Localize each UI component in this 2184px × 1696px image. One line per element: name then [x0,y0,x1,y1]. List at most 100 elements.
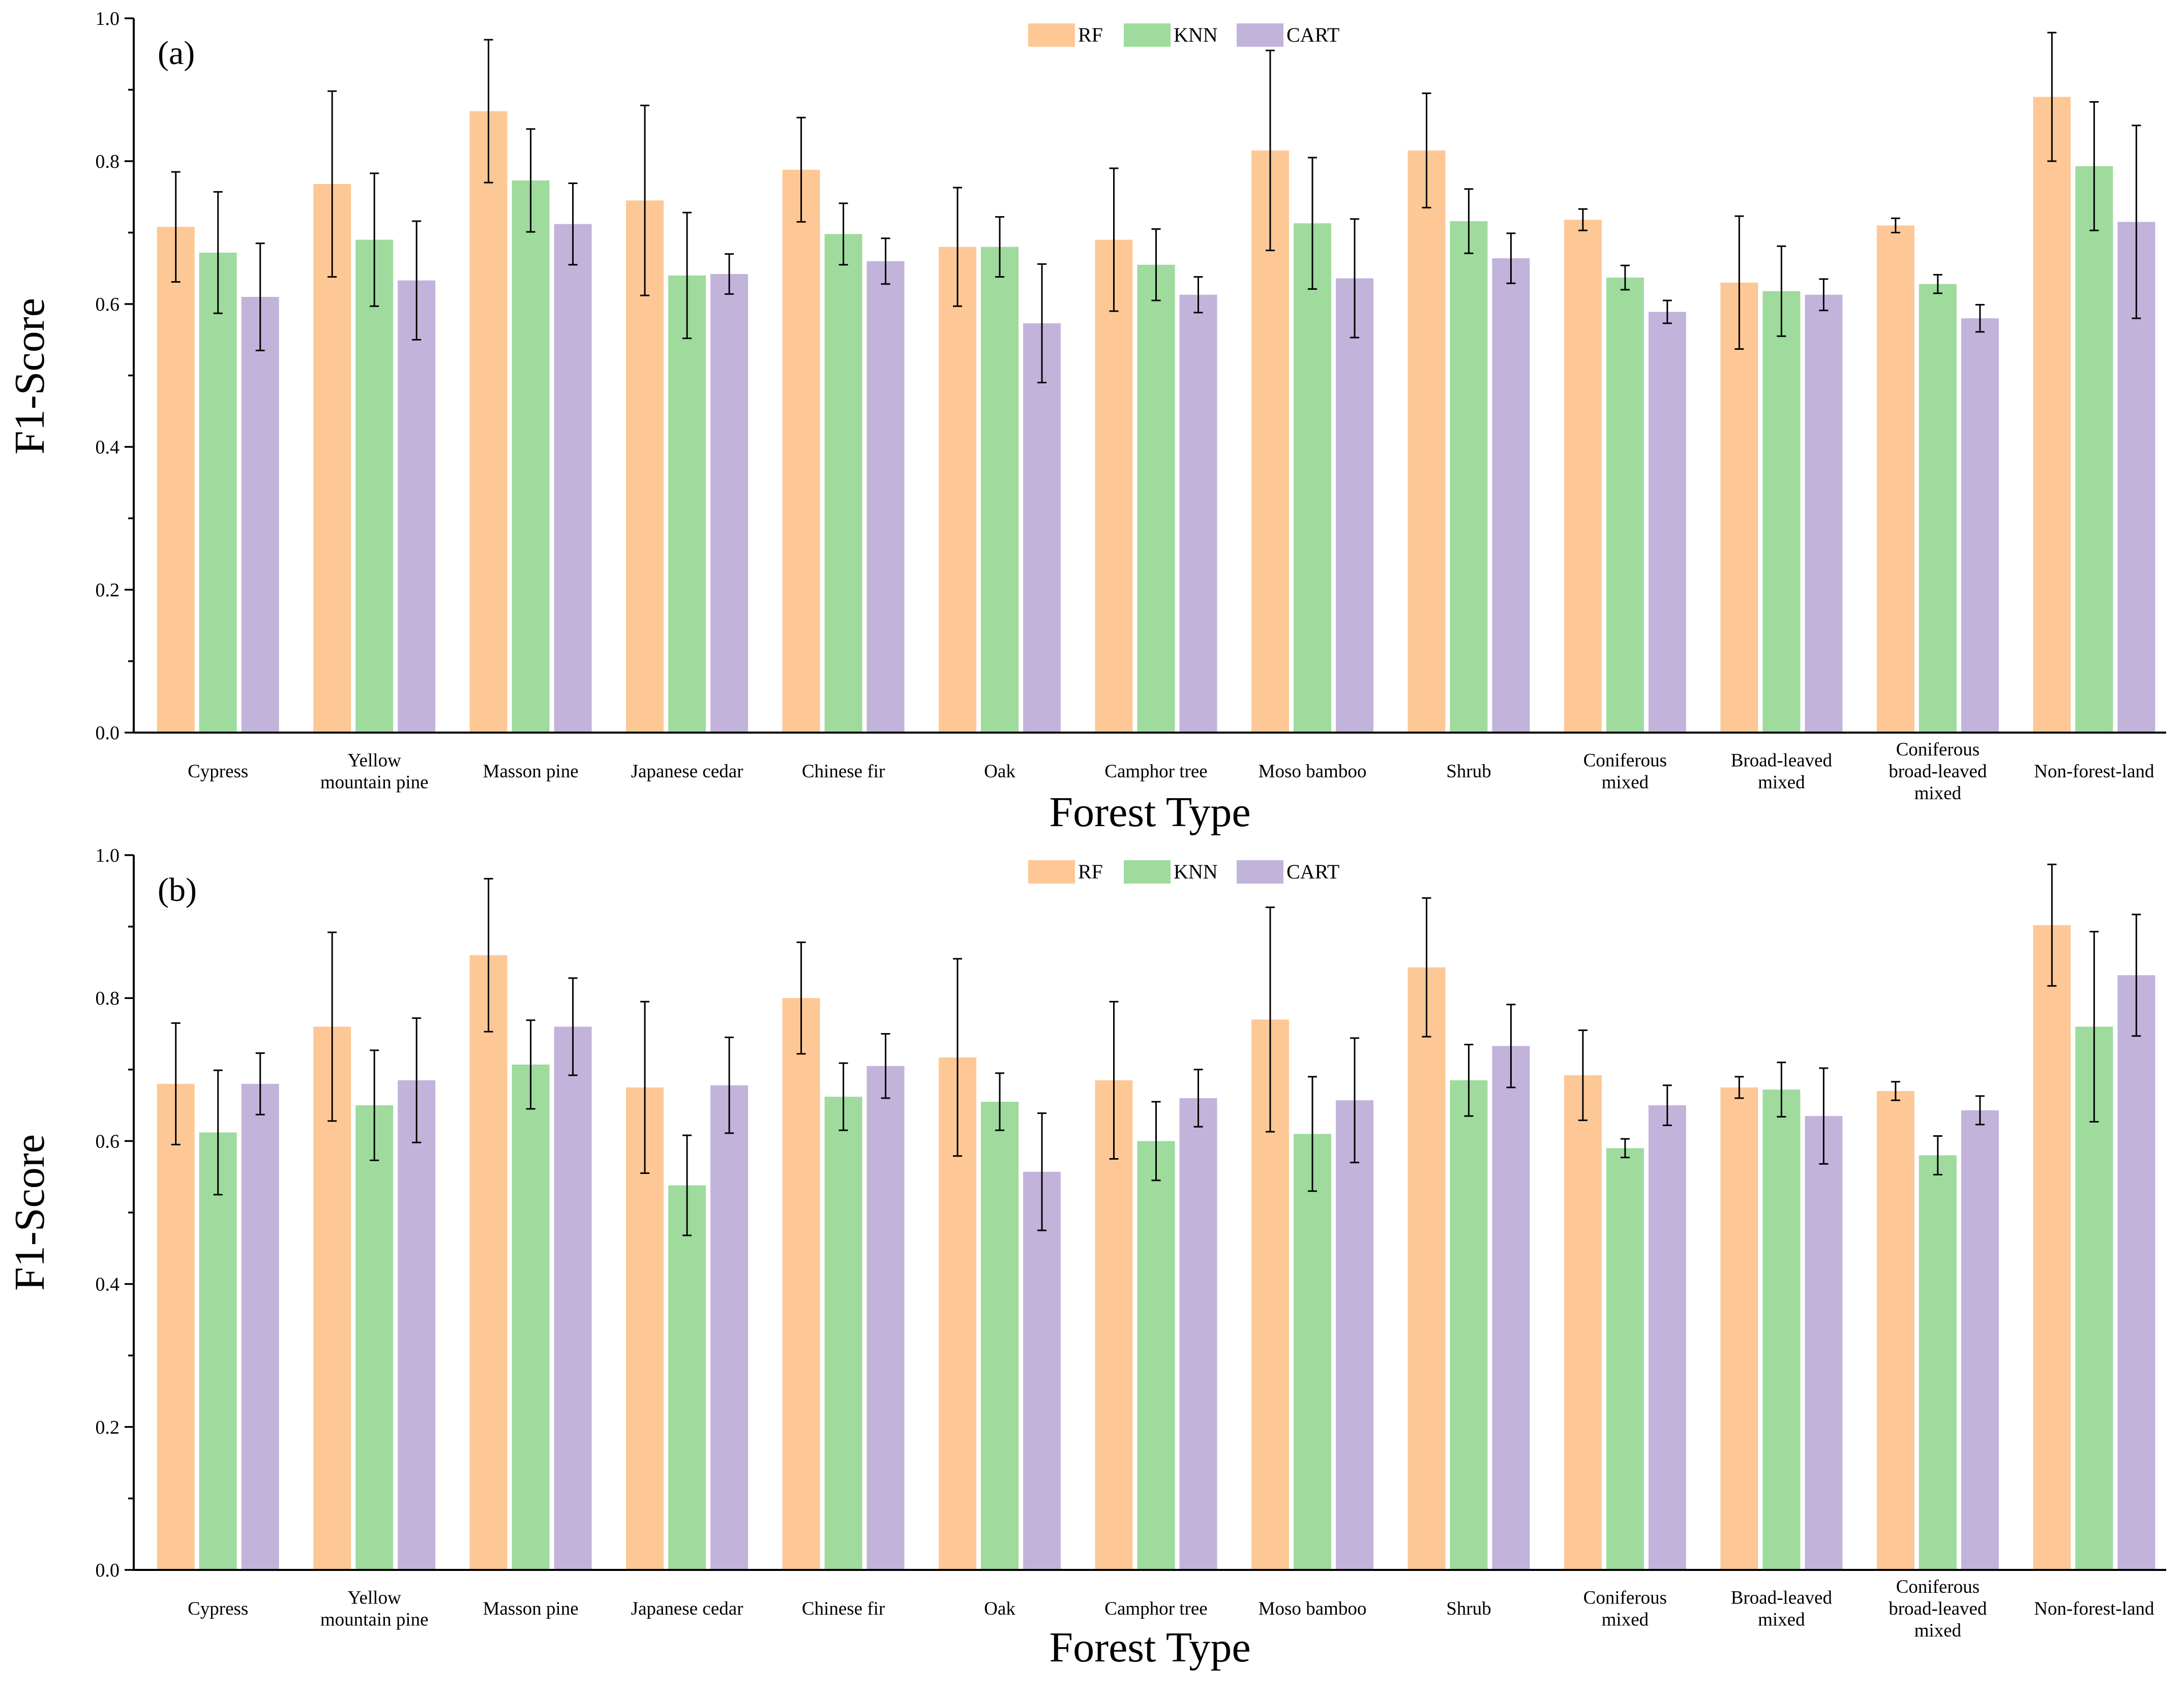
x-tick-label-line: mountain pine [320,1610,429,1630]
bar-knn-oak [981,247,1019,733]
bar-cart-yellow-mountain-pine [398,1080,436,1570]
error-bar-rf-non-forest-land [2047,32,2057,162]
x-tick-label-line: Oak [984,1598,1015,1619]
bar-knn-chinese-fir [824,234,862,733]
bar-rf-coniferous-mixed [1564,220,1602,733]
error-bar-knn-moso-bamboo [1307,157,1317,290]
bar-knn-chinese-fir [824,1097,862,1570]
x-axis-title: Forest Type [1049,789,1250,836]
error-bar-rf-cypress [171,171,181,283]
bar-cart-masson-pine [554,224,592,733]
bar-knn-yellow-mountain-pine [355,239,394,733]
bar-knn-moso-bamboo [1293,223,1331,733]
x-tick-label-line: mixed [1914,783,1962,804]
legend-swatch [1028,860,1075,884]
y-tick-label: 0.6 [96,294,120,315]
y-tick-label: 0.4 [96,1274,120,1295]
x-tick-label-oak: Oak [984,1598,1015,1619]
bar-cart-yellow-mountain-pine [398,280,436,733]
bar-rf-broad-leaved-mixed [1720,282,1758,733]
error-bar-rf-coniferous-broad-leaved-mixed [1891,1081,1900,1101]
y-tick-label: 0.8 [96,151,120,172]
bar-cart-cypress [241,1083,279,1570]
x-tick-label-line: mixed [1758,772,1805,793]
legend-label: KNN [1174,23,1218,46]
error-bar-cart-coniferous-broad-leaved-mixed [1975,1095,1985,1126]
x-tick-label-japanese-cedar: Japanese cedar [631,761,743,782]
x-tick-label-line: Yellow [348,750,401,771]
bar-rf-chinese-fir [782,998,820,1570]
error-bar-knn-coniferous-broad-leaved-mixed [1933,274,1942,294]
error-bar-cart-chinese-fir [881,237,890,285]
error-bar-cart-broad-leaved-mixed [1819,278,1829,312]
bar-cart-coniferous-mixed [1648,1105,1686,1570]
x-tick-label-line: Japanese cedar [631,761,743,782]
bar-rf-oak [939,247,977,733]
error-bar-knn-coniferous-broad-leaved-mixed [1933,1135,1942,1175]
error-bar-cart-broad-leaved-mixed [1819,1067,1829,1165]
x-tick-label-line: Shrub [1446,761,1491,782]
error-bar-cart-camphor-tree [1193,1069,1203,1128]
error-bar-knn-japanese-cedar [682,211,692,339]
bar-knn-japanese-cedar [668,275,706,733]
error-bar-cart-oak [1037,263,1047,384]
error-bar-cart-cypress [255,1052,265,1115]
x-tick-label-line: Coniferous [1896,739,1980,760]
error-bar-cart-yellow-mountain-pine [412,220,422,341]
error-bar-knn-camphor-tree [1151,228,1161,301]
error-bar-knn-broad-leaved-mixed [1777,1062,1786,1118]
bar-knn-coniferous-broad-leaved-mixed [1919,1155,1957,1570]
error-bar-rf-non-forest-land [2047,863,2057,987]
bar-cart-coniferous-broad-leaved-mixed [1961,1110,1999,1570]
legend-label: CART [1287,23,1339,46]
x-tick-label-line: Non-forest-land [2034,761,2155,782]
bar-knn-broad-leaved-mixed [1762,1089,1801,1570]
legend-item-knn: KNN [1124,23,1218,47]
x-axis-title: Forest Type [1049,1624,1250,1671]
error-bar-cart-yellow-mountain-pine [412,1017,422,1143]
error-bar-knn-cypress [213,191,223,314]
error-bar-rf-moso-bamboo [1265,49,1275,252]
x-tick-label-line: mixed [1602,1610,1649,1630]
error-bar-rf-oak [953,187,963,307]
x-tick-label-line: broad-leaved [1889,761,1987,782]
bar-knn-coniferous-broad-leaved-mixed [1919,284,1957,733]
error-bar-knn-shrub [1464,1044,1474,1117]
bar-knn-yellow-mountain-pine [355,1105,394,1570]
error-bar-rf-broad-leaved-mixed [1734,215,1744,350]
error-bar-rf-japanese-cedar [640,1001,650,1174]
error-bar-knn-non-forest-land [2089,930,2099,1123]
bar-knn-shrub [1450,221,1488,733]
x-tick-label-line: Coniferous [1583,1588,1667,1609]
bar-knn-japanese-cedar [668,1185,706,1570]
x-tick-label-shrub: Shrub [1446,1598,1491,1619]
legend-item-rf: RF [1028,860,1103,884]
bar-rf-non-forest-land [2033,97,2071,733]
error-bar-knn-yellow-mountain-pine [370,1049,379,1161]
error-bar-knn-yellow-mountain-pine [370,172,379,307]
error-bar-cart-moso-bamboo [1350,218,1359,339]
x-tick-label-masson-pine: Masson pine [483,761,579,782]
y-tick-label: 0.0 [96,722,120,744]
bar-rf-coniferous-broad-leaved-mixed [1876,225,1914,733]
legend: RF KNN CART [1028,860,1339,884]
error-bar-rf-shrub [1422,897,1431,1038]
legend: RF KNN CART [1028,23,1339,47]
error-bar-rf-camphor-tree [1109,1001,1119,1160]
error-bar-cart-camphor-tree [1193,276,1203,314]
bar-rf-camphor-tree [1095,1080,1133,1570]
error-bar-cart-coniferous-mixed [1662,1084,1672,1126]
bar-knn-shrub [1450,1080,1488,1570]
error-bar-cart-shrub [1506,232,1516,284]
bar-rf-non-forest-land [2033,925,2071,1570]
legend-item-cart: CART [1237,23,1339,47]
bar-cart-oak [1023,1171,1061,1570]
x-tick-label-oak: Oak [984,761,1015,782]
error-bar-knn-cypress [213,1069,223,1196]
error-bar-cart-cypress [255,243,265,351]
